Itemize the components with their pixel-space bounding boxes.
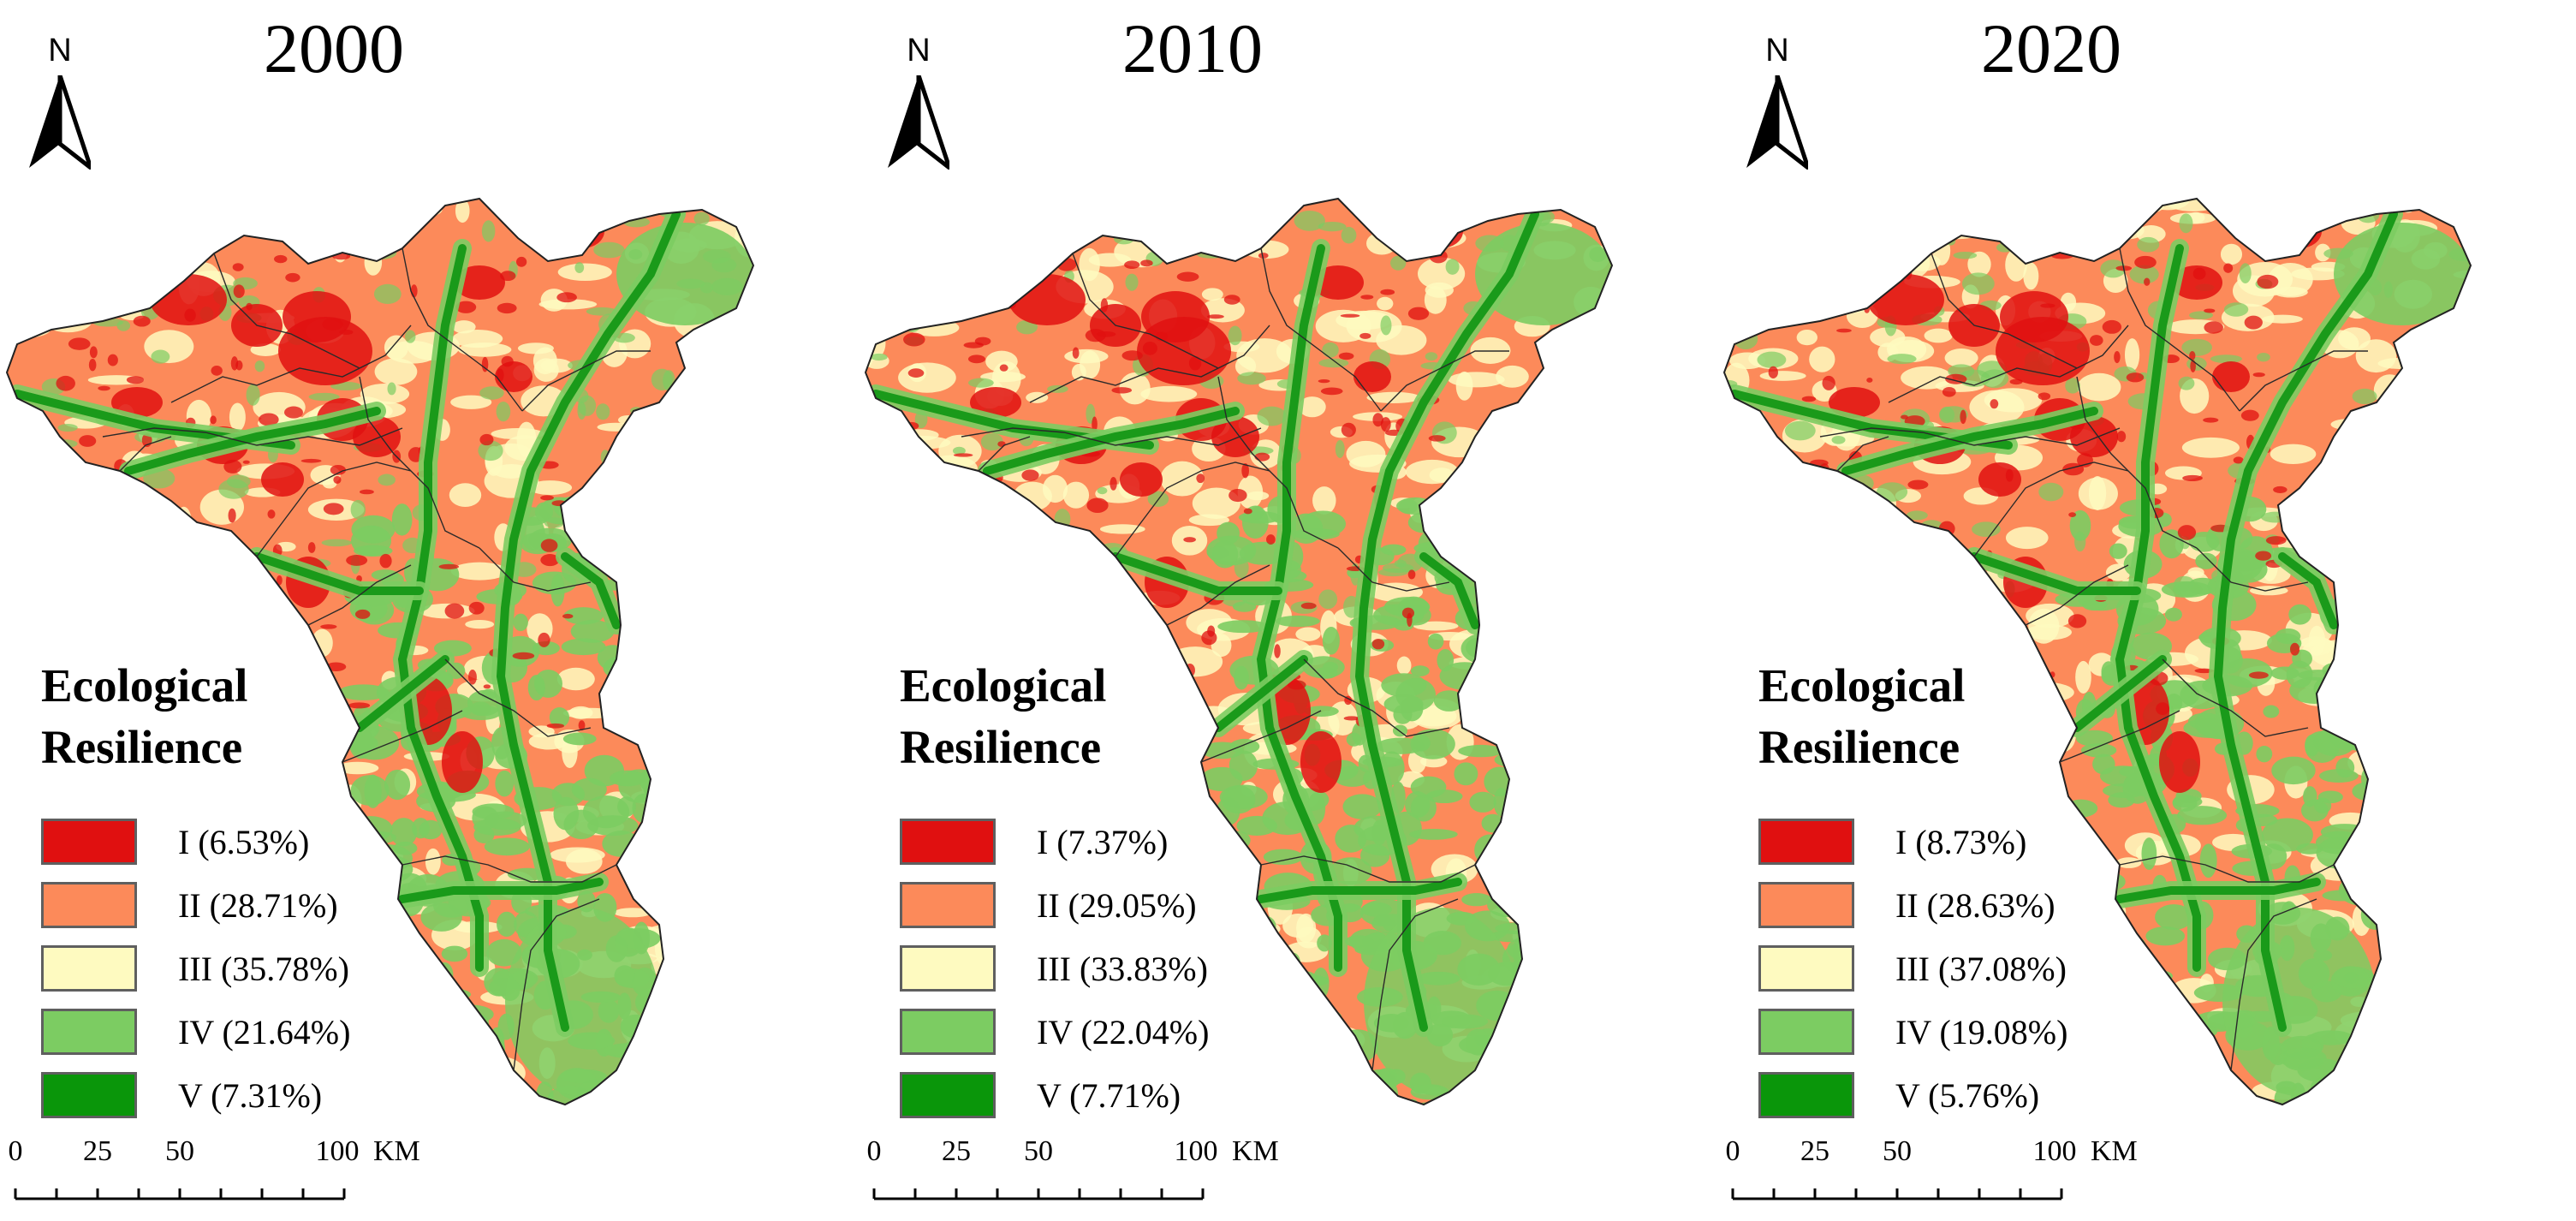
- legend-title-line1: Ecological: [41, 659, 248, 712]
- legend-label: I (8.73%): [1895, 823, 2027, 861]
- legend-label: I (6.53%): [178, 823, 310, 861]
- scale-tick-100: 100: [1174, 1135, 1218, 1167]
- scale-tick-0: 0: [8, 1135, 23, 1167]
- legend-item-IV: IV (21.64%): [41, 1009, 401, 1057]
- legend-title-line1: Ecological: [1758, 659, 1966, 712]
- scale-tick-25: 25: [83, 1135, 112, 1167]
- map-panel-2020: 2020 N Ecological Resilience I (8.73%) I…: [1717, 0, 2576, 1221]
- scale-tick-25: 25: [942, 1135, 971, 1167]
- legend-title-line2: Resilience: [900, 721, 1102, 773]
- scale-unit: KM: [373, 1135, 420, 1167]
- north-label: N: [907, 33, 931, 68]
- legend-item-IV: IV (19.08%): [1758, 1009, 2118, 1057]
- legend-label: IV (19.08%): [1895, 1013, 2068, 1051]
- legend-item-V: V (7.31%): [41, 1072, 401, 1120]
- legend-label: V (7.71%): [1037, 1076, 1181, 1115]
- map-panel-2010: 2010 N Ecological Resilience I (7.37%) I…: [859, 0, 1717, 1221]
- north-label: N: [48, 33, 72, 68]
- north-arrow: N: [1743, 33, 1812, 178]
- north-label: N: [1765, 33, 1789, 68]
- scale-tick-0: 0: [1725, 1135, 1740, 1167]
- legend-item-I: I (6.53%): [41, 819, 401, 867]
- map-panel-2000: 2000 N Ecological Resilience I (6.53%) I…: [0, 0, 859, 1221]
- legend-item-III: III (33.83%): [900, 945, 1259, 993]
- scale-unit: KM: [1232, 1135, 1279, 1167]
- legend-swatch: [900, 882, 996, 928]
- legend-label: V (7.31%): [178, 1076, 323, 1115]
- scale-tick-50: 50: [1024, 1135, 1053, 1167]
- scale-bar: 0 25 50 100 KM: [1726, 1135, 2159, 1221]
- north-arrow: N: [884, 33, 953, 178]
- panel-year-title: 2010: [1122, 9, 1263, 87]
- legend-title-line2: Resilience: [41, 721, 243, 773]
- north-arrow: N: [26, 33, 94, 178]
- scale-bar-graphic: [1731, 1188, 2063, 1200]
- legend-swatch: [1758, 1009, 1854, 1055]
- legend-swatch: [1758, 945, 1854, 992]
- legend-label: III (35.78%): [178, 950, 349, 988]
- legend-item-IV: IV (22.04%): [900, 1009, 1259, 1057]
- legend-swatch: [900, 1072, 996, 1118]
- legend-item-III: III (37.08%): [1758, 945, 2118, 993]
- legend-swatch: [41, 882, 137, 928]
- legend-swatch: [41, 945, 137, 992]
- north-arrow-icon: [29, 75, 91, 170]
- legend-swatch: [1758, 1072, 1854, 1118]
- scale-bar-graphic: [872, 1188, 1205, 1200]
- legend-title-line1: Ecological: [900, 659, 1107, 712]
- legend-label: IV (22.04%): [1037, 1013, 1210, 1051]
- legend-swatch: [41, 819, 137, 865]
- legend-title: Ecological Resilience: [1758, 655, 2067, 778]
- north-arrow-icon: [1746, 75, 1808, 170]
- legend-label: V (5.76%): [1895, 1076, 2040, 1115]
- legend-title: Ecological Resilience: [900, 655, 1208, 778]
- resilience-map: [5, 197, 755, 1106]
- legend-label: II (28.71%): [178, 886, 338, 925]
- panel-year-title: 2000: [264, 9, 404, 87]
- legend-item-V: V (5.76%): [1758, 1072, 2118, 1120]
- legend-label: II (28.63%): [1895, 886, 2055, 925]
- scale-bar: 0 25 50 100 KM: [867, 1135, 1300, 1221]
- scale-unit: KM: [2091, 1135, 2138, 1167]
- legend-item-II: II (28.63%): [1758, 882, 2118, 930]
- scale-tick-100: 100: [315, 1135, 360, 1167]
- legend-swatch: [900, 945, 996, 992]
- legend-item-I: I (7.37%): [900, 819, 1259, 867]
- legend-title-line2: Resilience: [1758, 721, 1960, 773]
- legend-swatch: [900, 1009, 996, 1055]
- legend-label: I (7.37%): [1037, 823, 1169, 861]
- legend-swatch: [1758, 882, 1854, 928]
- scale-bar: 0 25 50 100 KM: [9, 1135, 442, 1221]
- scale-tick-50: 50: [1883, 1135, 1912, 1167]
- legend-title: Ecological Resilience: [41, 655, 349, 778]
- resilience-map: [1722, 197, 2472, 1106]
- scale-tick-0: 0: [866, 1135, 882, 1167]
- legend-swatch: [1758, 819, 1854, 865]
- legend-swatch: [41, 1009, 137, 1055]
- legend-item-II: II (28.71%): [41, 882, 401, 930]
- scale-tick-100: 100: [2032, 1135, 2077, 1167]
- legend-item-I: I (8.73%): [1758, 819, 2118, 867]
- legend-swatch: [41, 1072, 137, 1118]
- legend-label: III (37.08%): [1895, 950, 2067, 988]
- legend-item-V: V (7.71%): [900, 1072, 1259, 1120]
- legend-item-II: II (29.05%): [900, 882, 1259, 930]
- legend-label: IV (21.64%): [178, 1013, 351, 1051]
- north-arrow-icon: [888, 75, 949, 170]
- panel-year-title: 2020: [1981, 9, 2121, 87]
- scale-tick-25: 25: [1800, 1135, 1829, 1167]
- legend-item-III: III (35.78%): [41, 945, 401, 993]
- legend-label: III (33.83%): [1037, 950, 1208, 988]
- resilience-map: [864, 197, 1614, 1106]
- legend-label: II (29.05%): [1037, 886, 1197, 925]
- scale-tick-50: 50: [165, 1135, 194, 1167]
- scale-bar-graphic: [14, 1188, 346, 1200]
- legend-swatch: [900, 819, 996, 865]
